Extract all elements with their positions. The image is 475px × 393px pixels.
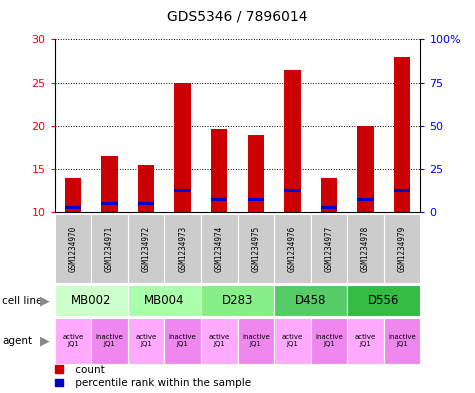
Text: D283: D283 bbox=[222, 294, 253, 307]
Bar bbox=[91, 214, 128, 283]
Bar bbox=[311, 214, 347, 283]
Text: inactive
JQ1: inactive JQ1 bbox=[95, 334, 124, 347]
Bar bbox=[55, 318, 91, 364]
Bar bbox=[164, 214, 201, 283]
Text: ▶: ▶ bbox=[40, 334, 50, 347]
Text: MB002: MB002 bbox=[71, 294, 112, 307]
Bar bbox=[55, 285, 128, 316]
Bar bbox=[201, 214, 238, 283]
Bar bbox=[201, 318, 238, 364]
Bar bbox=[274, 285, 347, 316]
Text: inactive
JQ1: inactive JQ1 bbox=[315, 334, 343, 347]
Text: GSM1234979: GSM1234979 bbox=[398, 226, 407, 272]
Bar bbox=[174, 189, 191, 192]
Text: inactive
JQ1: inactive JQ1 bbox=[169, 334, 197, 347]
Text: GSM1234973: GSM1234973 bbox=[178, 226, 187, 272]
Bar bbox=[238, 214, 274, 283]
Bar bbox=[138, 202, 154, 205]
Text: MB004: MB004 bbox=[144, 294, 185, 307]
Bar bbox=[321, 206, 337, 209]
Bar bbox=[384, 214, 420, 283]
Bar bbox=[284, 70, 301, 212]
Bar bbox=[274, 318, 311, 364]
Text: agent: agent bbox=[2, 336, 32, 346]
Bar bbox=[347, 214, 384, 283]
Text: active
JQ1: active JQ1 bbox=[209, 334, 230, 347]
Bar bbox=[357, 198, 374, 201]
Text: D458: D458 bbox=[295, 294, 326, 307]
Text: GSM1234974: GSM1234974 bbox=[215, 226, 224, 272]
Text: GDS5346 / 7896014: GDS5346 / 7896014 bbox=[167, 10, 308, 24]
Bar bbox=[91, 318, 128, 364]
Text: GSM1234975: GSM1234975 bbox=[251, 226, 260, 272]
Bar bbox=[321, 178, 337, 212]
Bar bbox=[247, 198, 264, 201]
Bar bbox=[138, 165, 154, 212]
Text: inactive
JQ1: inactive JQ1 bbox=[242, 334, 270, 347]
Bar bbox=[164, 318, 201, 364]
Bar bbox=[201, 285, 274, 316]
Text: ▶: ▶ bbox=[40, 294, 50, 307]
Text: active
JQ1: active JQ1 bbox=[355, 334, 376, 347]
Bar bbox=[211, 129, 228, 212]
Text: inactive
JQ1: inactive JQ1 bbox=[388, 334, 416, 347]
Bar bbox=[128, 285, 201, 316]
Text: GSM1234978: GSM1234978 bbox=[361, 226, 370, 272]
Bar bbox=[174, 83, 191, 212]
Bar bbox=[101, 202, 118, 205]
Text: active
JQ1: active JQ1 bbox=[62, 334, 84, 347]
Bar bbox=[211, 198, 228, 201]
Legend:  count,  percentile rank within the sample: count, percentile rank within the sample bbox=[55, 365, 251, 388]
Text: active
JQ1: active JQ1 bbox=[282, 334, 303, 347]
Bar bbox=[394, 189, 410, 192]
Bar bbox=[101, 156, 118, 212]
Bar bbox=[394, 57, 410, 212]
Bar bbox=[274, 214, 311, 283]
Text: GSM1234972: GSM1234972 bbox=[142, 226, 151, 272]
Bar bbox=[238, 318, 274, 364]
Bar bbox=[347, 285, 420, 316]
Bar bbox=[347, 318, 384, 364]
Text: cell line: cell line bbox=[2, 296, 43, 306]
Bar bbox=[384, 318, 420, 364]
Bar bbox=[65, 178, 81, 212]
Text: D556: D556 bbox=[368, 294, 399, 307]
Text: GSM1234970: GSM1234970 bbox=[68, 226, 77, 272]
Text: GSM1234977: GSM1234977 bbox=[324, 226, 333, 272]
Text: GSM1234976: GSM1234976 bbox=[288, 226, 297, 272]
Bar bbox=[284, 189, 301, 192]
Bar bbox=[55, 214, 91, 283]
Bar bbox=[128, 214, 164, 283]
Bar bbox=[128, 318, 164, 364]
Text: active
JQ1: active JQ1 bbox=[135, 334, 157, 347]
Bar bbox=[247, 135, 264, 212]
Text: GSM1234971: GSM1234971 bbox=[105, 226, 114, 272]
Bar bbox=[65, 206, 81, 209]
Bar bbox=[311, 318, 347, 364]
Bar bbox=[357, 126, 374, 212]
